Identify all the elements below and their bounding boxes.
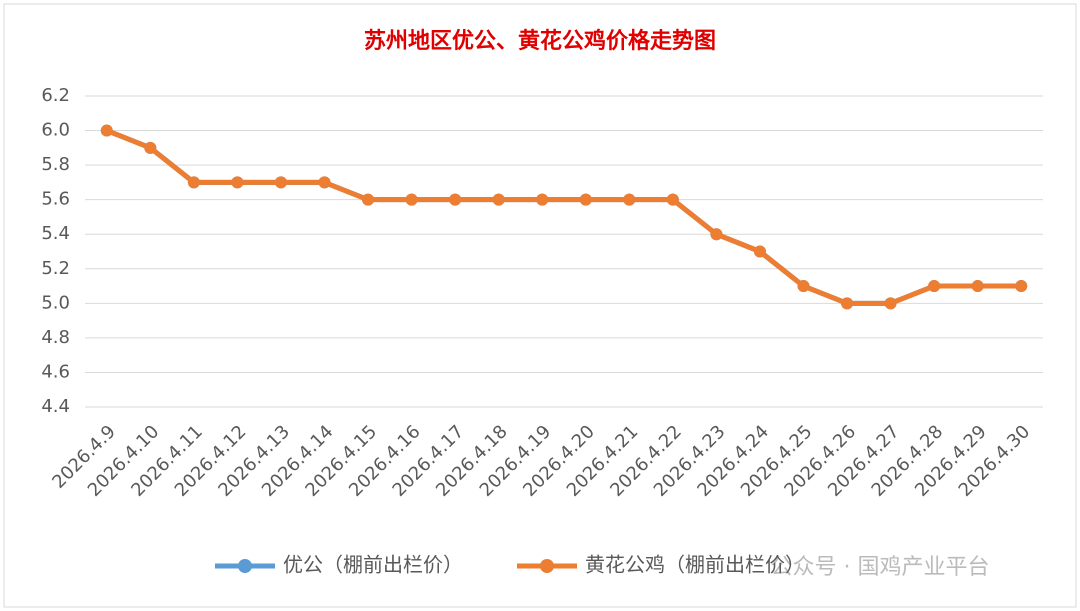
point: [449, 193, 462, 206]
y-tick-label: 5.0: [41, 292, 70, 313]
point: [884, 297, 897, 310]
legend-marker: [540, 559, 554, 573]
watermark: 公众号 · 国鸡产业平台: [771, 555, 990, 580]
y-tick-label: 5.2: [41, 258, 70, 279]
y-tick-label: 4.8: [41, 327, 70, 348]
point: [144, 141, 157, 154]
point: [579, 193, 592, 206]
point: [797, 280, 810, 293]
y-tick-label: 5.4: [41, 223, 70, 244]
point: [274, 176, 287, 189]
point: [187, 176, 200, 189]
point: [318, 176, 331, 189]
chart-border: [3, 3, 1077, 608]
y-tick-label: 4.6: [41, 361, 70, 382]
point: [928, 280, 941, 293]
y-tick-label: 5.6: [41, 189, 70, 210]
point: [710, 228, 723, 241]
point: [362, 193, 375, 206]
legend-label: 黄花公鸡（棚前出栏价）: [585, 553, 805, 577]
point: [100, 124, 113, 137]
point: [405, 193, 418, 206]
y-tick-label: 4.4: [41, 396, 70, 417]
point: [536, 193, 549, 206]
point: [753, 245, 766, 258]
legend-marker: [238, 559, 252, 573]
chart-title: 苏州地区优公、黄花公鸡价格走势图: [364, 28, 716, 54]
y-tick-label: 6.0: [41, 120, 70, 141]
point: [971, 280, 984, 293]
point: [623, 193, 636, 206]
y-tick-label: 5.8: [41, 154, 70, 175]
point: [231, 176, 244, 189]
point: [1015, 280, 1028, 293]
y-tick-label: 6.2: [41, 85, 70, 106]
point: [492, 193, 505, 206]
point: [841, 297, 854, 310]
line: [105, 128, 1022, 306]
point: [666, 193, 679, 206]
legend-label: 优公（棚前出栏价）: [283, 553, 463, 577]
